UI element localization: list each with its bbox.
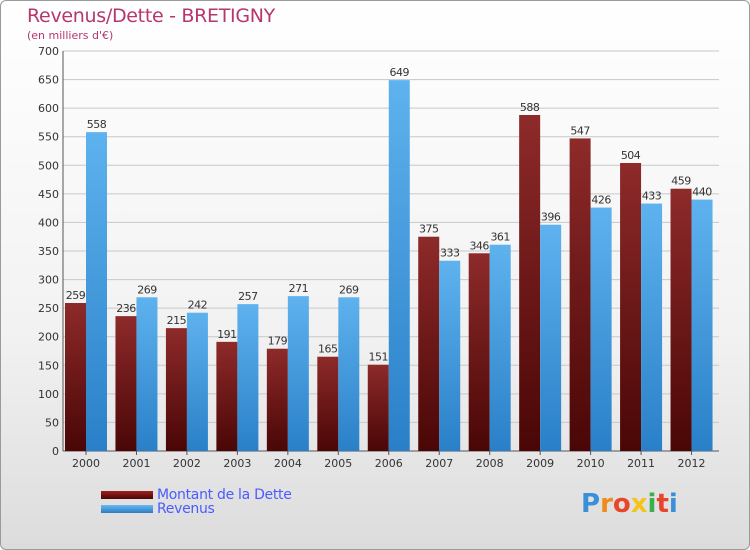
data-label: 426: [591, 194, 611, 207]
bar-revenus: [641, 203, 663, 451]
y-tick-label: 700: [38, 45, 59, 58]
bar-revenus: [439, 260, 461, 451]
bar-revenus: [86, 132, 107, 451]
bar-revenus: [237, 304, 259, 451]
y-tick-label: 500: [38, 159, 59, 172]
x-tick-label: 2005: [324, 457, 352, 470]
y-tick-label: 50: [45, 416, 59, 429]
data-label: 271: [289, 282, 309, 295]
x-tick-label: 2000: [72, 457, 100, 470]
x-tick-label: 2007: [425, 457, 453, 470]
x-tick-label: 2009: [526, 457, 554, 470]
x-tick-label: 2002: [173, 457, 201, 470]
data-label: 236: [116, 302, 136, 315]
data-label: 649: [390, 66, 410, 79]
bar-dette: [65, 303, 86, 451]
legend-label-dette: Montant de la Dette: [157, 487, 292, 503]
data-label: 269: [339, 283, 359, 296]
bar-dette: [468, 253, 490, 451]
x-tick-label: 2003: [223, 457, 251, 470]
x-tick-label: 2012: [678, 457, 706, 470]
data-label: 361: [490, 231, 510, 244]
bar-revenus: [186, 312, 208, 451]
x-tick-label: 2010: [577, 457, 605, 470]
x-tick-label: 2006: [375, 457, 403, 470]
data-label: 396: [541, 211, 561, 224]
x-tick-label: 2001: [122, 457, 150, 470]
logo-letter: i: [668, 489, 678, 519]
data-label: 259: [66, 289, 86, 302]
y-tick-label: 550: [38, 131, 59, 144]
bar-dette: [418, 236, 440, 451]
bar-dette: [519, 115, 541, 451]
bar-dette: [165, 328, 187, 451]
legend-label-revenus: Revenus: [157, 501, 215, 517]
bar-dette: [670, 188, 692, 451]
legend-item-dette: Montant de la Dette: [101, 487, 292, 503]
data-label: 440: [692, 186, 712, 199]
data-label: 191: [217, 328, 237, 341]
y-tick-label: 300: [38, 274, 59, 287]
data-label: 504: [621, 149, 641, 162]
logo-letter: P: [581, 489, 601, 519]
logo-letter: x: [630, 489, 648, 519]
data-label: 558: [87, 118, 107, 131]
logo-letter: t: [656, 489, 669, 519]
y-tick-label: 450: [38, 188, 59, 201]
y-tick-label: 600: [38, 102, 59, 115]
bar-dette: [266, 348, 288, 451]
data-label: 269: [137, 283, 157, 296]
y-tick-label: 150: [38, 359, 59, 372]
data-label: 151: [369, 351, 389, 364]
data-label: 165: [318, 343, 338, 356]
legend-item-revenus: Revenus: [101, 501, 215, 517]
bar-revenus: [388, 80, 410, 452]
logo-letter: r: [600, 489, 613, 519]
data-label: 257: [238, 290, 258, 303]
bar-dette: [569, 138, 591, 451]
bar-revenus: [540, 224, 562, 451]
data-label: 333: [440, 247, 460, 260]
data-label: 215: [167, 314, 187, 327]
y-tick-label: 250: [38, 302, 59, 315]
logo-letter: o: [612, 489, 631, 519]
data-label: 242: [188, 299, 208, 312]
chart-subtitle: (en milliers d'€): [27, 29, 114, 42]
data-label: 346: [469, 239, 489, 252]
bar-revenus: [489, 244, 511, 451]
y-tick-label: 0: [52, 445, 59, 458]
x-tick-label: 2008: [476, 457, 504, 470]
y-tick-label: 100: [38, 388, 59, 401]
y-tick-label: 350: [38, 245, 59, 258]
y-tick-label: 200: [38, 331, 59, 344]
chart-title: Revenus/Dette - BRETIGNY: [27, 5, 275, 27]
y-tick-label: 400: [38, 216, 59, 229]
data-label: 179: [268, 335, 288, 348]
bar-dette: [620, 163, 642, 451]
data-label: 588: [520, 101, 540, 114]
bar-dette: [367, 364, 389, 451]
data-label: 375: [419, 223, 439, 236]
x-tick-label: 2011: [627, 457, 655, 470]
x-tick-label: 2004: [274, 457, 302, 470]
y-tick-label: 650: [38, 74, 59, 87]
legend-swatch-dette: [101, 491, 153, 499]
data-label: 547: [570, 124, 590, 137]
bar-revenus: [590, 207, 612, 451]
bar-dette: [115, 316, 137, 451]
bar-dette: [216, 341, 238, 451]
bar-revenus: [691, 199, 713, 451]
data-label: 433: [642, 190, 662, 203]
bar-revenus: [287, 296, 309, 451]
bar-revenus: [338, 297, 360, 451]
data-label: 459: [671, 175, 691, 188]
proxiti-logo: Proxiti: [581, 489, 678, 519]
bar-revenus: [136, 297, 158, 451]
logo-letter: i: [647, 489, 657, 519]
bar-dette: [317, 356, 339, 451]
legend-swatch-revenus: [101, 505, 153, 513]
